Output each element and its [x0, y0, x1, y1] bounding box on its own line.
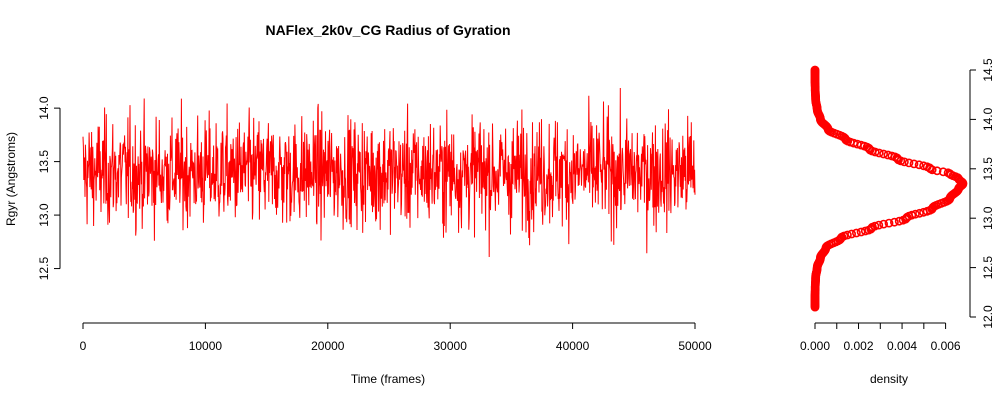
density-y-tick-label: 13.0: [981, 206, 995, 230]
chart-title: NAFlex_2k0v_CG Radius of Gyration: [265, 22, 510, 38]
timeseries-y-tick-label: 12.5: [37, 257, 51, 281]
density-point: [909, 159, 919, 169]
density-point: [943, 168, 953, 178]
timeseries-x-axis: 0 10000 20000 30000 40000 50000: [80, 322, 712, 353]
density-x-tick-label: 0.006: [931, 339, 961, 353]
rgyr-trace-line: [82, 87, 696, 258]
density-y-tick-label: 12.0: [981, 305, 995, 329]
density-point: [911, 209, 920, 219]
density-point: [843, 230, 852, 240]
density-point: [870, 221, 880, 231]
density-y-tick-label: 13.5: [981, 157, 995, 181]
density-point: [914, 160, 924, 170]
density-point: [874, 220, 884, 230]
density-point: [852, 228, 861, 238]
density-points: [810, 65, 968, 312]
density-point: [879, 149, 888, 159]
density-point: [847, 229, 856, 239]
density-y-tick-label: 12.5: [981, 256, 995, 280]
timeseries-x-tick-label: 10000: [189, 339, 223, 353]
density-point: [904, 158, 914, 168]
density-y-tick-label: 14.0: [981, 107, 995, 131]
density-x-axis: 0.000 0.002 0.004 0.006: [800, 322, 961, 353]
density-point: [938, 167, 948, 177]
density-point: [890, 217, 899, 227]
density-x-tick-label: 0.000: [800, 339, 830, 353]
timeseries-x-label: Time (frames): [351, 372, 425, 386]
density-point: [907, 210, 917, 220]
timeseries-y-tick-label: 13.0: [37, 203, 51, 227]
timeseries-y-label: Rgyr (Angstroms): [4, 132, 18, 226]
timeseries-y-tick-label: 14.0: [37, 96, 51, 120]
density-point: [887, 151, 897, 161]
timeseries-trace: [82, 87, 696, 258]
density-x-label: density: [870, 372, 908, 386]
density-point: [915, 208, 924, 218]
timeseries-y-tick-label: 13.5: [37, 150, 51, 174]
density-y-axis: 12.0 12.5 13.0 13.5 14.0 14.5: [969, 58, 995, 329]
density-point: [922, 162, 932, 172]
density-y-tick-label: 14.5: [981, 58, 995, 82]
timeseries-x-tick-label: 20000: [311, 339, 345, 353]
timeseries-x-tick-label: 30000: [434, 339, 468, 353]
density-point: [879, 219, 888, 229]
timeseries-x-tick-label: 50000: [678, 339, 712, 353]
timeseries-panel: 0 10000 20000 30000 40000 50000 12.513.013.51…: [4, 87, 712, 386]
density-point: [884, 218, 894, 228]
density-panel: 0.000 0.002 0.004 0.006 12.0 12.5 13.0 13.5 14.…: [800, 58, 995, 386]
density-point: [810, 65, 820, 75]
density-x-tick-label: 0.002: [844, 339, 874, 353]
timeseries-x-tick-label: 0: [80, 339, 87, 353]
density-point: [856, 227, 866, 237]
density-point: [883, 150, 893, 160]
density-x-tick-label: 0.004: [887, 339, 917, 353]
density-point: [919, 161, 928, 171]
timeseries-y-axis: 12.5 13.0 13.5 14.0: [37, 96, 61, 281]
timeseries-x-tick-label: 40000: [556, 339, 590, 353]
